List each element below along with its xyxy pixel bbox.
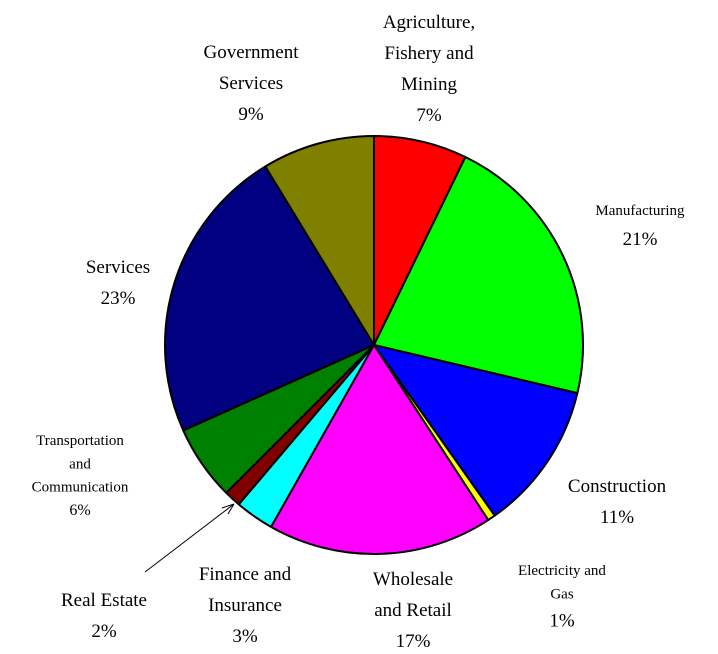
pie-slices <box>164 135 584 555</box>
percent-label: 1% <box>549 610 575 631</box>
category-label: and <box>69 456 91 472</box>
label-manufacturing: Manufacturing 21% <box>595 203 685 250</box>
category-label: Gas <box>550 586 573 602</box>
slice-manufacturing <box>373 156 584 395</box>
category-label: Electricity and <box>518 563 606 579</box>
percent-label: 17% <box>396 631 431 652</box>
label-construction: Construction 11% <box>568 476 667 528</box>
real-estate-callout-arrowhead <box>221 503 235 515</box>
label-government-services: Government Services 9% <box>204 42 300 125</box>
label-services: Services 23% <box>86 257 150 309</box>
category-label: Insurance <box>208 595 282 616</box>
label-finance-and-insurance: Finance and Insurance 3% <box>199 564 292 647</box>
label-agriculture-fishery-and-mining: Agriculture, Fishery and Mining 7% <box>383 12 475 126</box>
category-label: Mining <box>401 74 457 95</box>
category-label: Fishery and <box>384 43 474 64</box>
category-label: Construction <box>568 476 667 497</box>
category-label: Services <box>219 73 283 94</box>
category-label: and Retail <box>374 600 452 621</box>
percent-label: 9% <box>238 104 264 125</box>
percent-label: 11% <box>600 507 634 528</box>
percent-label: 23% <box>101 288 136 309</box>
slice-services <box>164 165 375 432</box>
category-label: Services <box>86 257 150 278</box>
label-callouts <box>144 503 235 573</box>
percent-label: 7% <box>416 105 442 126</box>
label-transportation-and-communication: Transportation and Communication 6% <box>32 433 129 519</box>
slice-construction <box>373 344 579 517</box>
category-label: Finance and <box>199 564 292 585</box>
percent-label: 6% <box>69 502 90 519</box>
label-electricity-and-gas: Electricity and Gas 1% <box>518 563 606 631</box>
percent-label: 3% <box>232 626 258 647</box>
label-real-estate: Real Estate 2% <box>61 590 147 642</box>
percent-label: 2% <box>91 621 117 642</box>
category-label: Real Estate <box>61 590 147 611</box>
real-estate-callout-line <box>144 503 235 573</box>
category-label: Manufacturing <box>595 203 685 219</box>
category-label: Communication <box>32 480 129 496</box>
category-label: Government <box>204 42 300 63</box>
slice-labels: Agriculture, Fishery and Mining 7% Manufactu… <box>32 12 685 652</box>
slice-government-services <box>264 135 375 346</box>
category-label: Transportation <box>36 433 124 449</box>
label-wholesale-and-retail: Wholesale and Retail 17% <box>373 569 453 652</box>
category-label: Wholesale <box>373 569 453 590</box>
percent-label: 21% <box>623 229 658 250</box>
slice-wholesale-and-retail <box>270 344 490 555</box>
category-label: Agriculture, <box>383 12 475 33</box>
